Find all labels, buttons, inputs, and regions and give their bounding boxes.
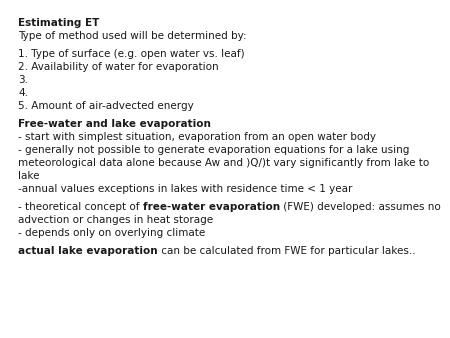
Text: 2. Availability of water for evaporation: 2. Availability of water for evaporation — [18, 62, 219, 72]
Text: 1. Type of surface (e.g. open water vs. leaf): 1. Type of surface (e.g. open water vs. … — [18, 49, 245, 59]
Text: 3.: 3. — [18, 75, 28, 85]
Text: - generally not possible to generate evaporation equations for a lake using: - generally not possible to generate eva… — [18, 145, 410, 155]
Text: advection or changes in heat storage: advection or changes in heat storage — [18, 215, 213, 225]
Text: (FWE) developed: assumes no: (FWE) developed: assumes no — [280, 202, 441, 212]
Text: lake: lake — [18, 171, 40, 181]
Text: -annual values exceptions in lakes with residence time < 1 year: -annual values exceptions in lakes with … — [18, 184, 352, 194]
Text: - theoretical concept of: - theoretical concept of — [18, 202, 143, 212]
Text: free-water evaporation: free-water evaporation — [143, 202, 280, 212]
Text: - depends only on overlying climate: - depends only on overlying climate — [18, 228, 205, 238]
Text: Estimating ET: Estimating ET — [18, 18, 99, 28]
Text: meteorological data alone because Aw and )Q/)t vary significantly from lake to: meteorological data alone because Aw and… — [18, 158, 429, 168]
Text: Type of method used will be determined by:: Type of method used will be determined b… — [18, 31, 247, 41]
Text: Free-water and lake evaporation: Free-water and lake evaporation — [18, 119, 211, 129]
Text: actual lake evaporation: actual lake evaporation — [18, 246, 158, 256]
Text: 4.: 4. — [18, 88, 28, 98]
Text: - start with simplest situation, evaporation from an open water body: - start with simplest situation, evapora… — [18, 132, 376, 142]
Text: can be calculated from FWE for particular lakes..: can be calculated from FWE for particula… — [158, 246, 415, 256]
Text: 5. Amount of air-advected energy: 5. Amount of air-advected energy — [18, 101, 194, 111]
